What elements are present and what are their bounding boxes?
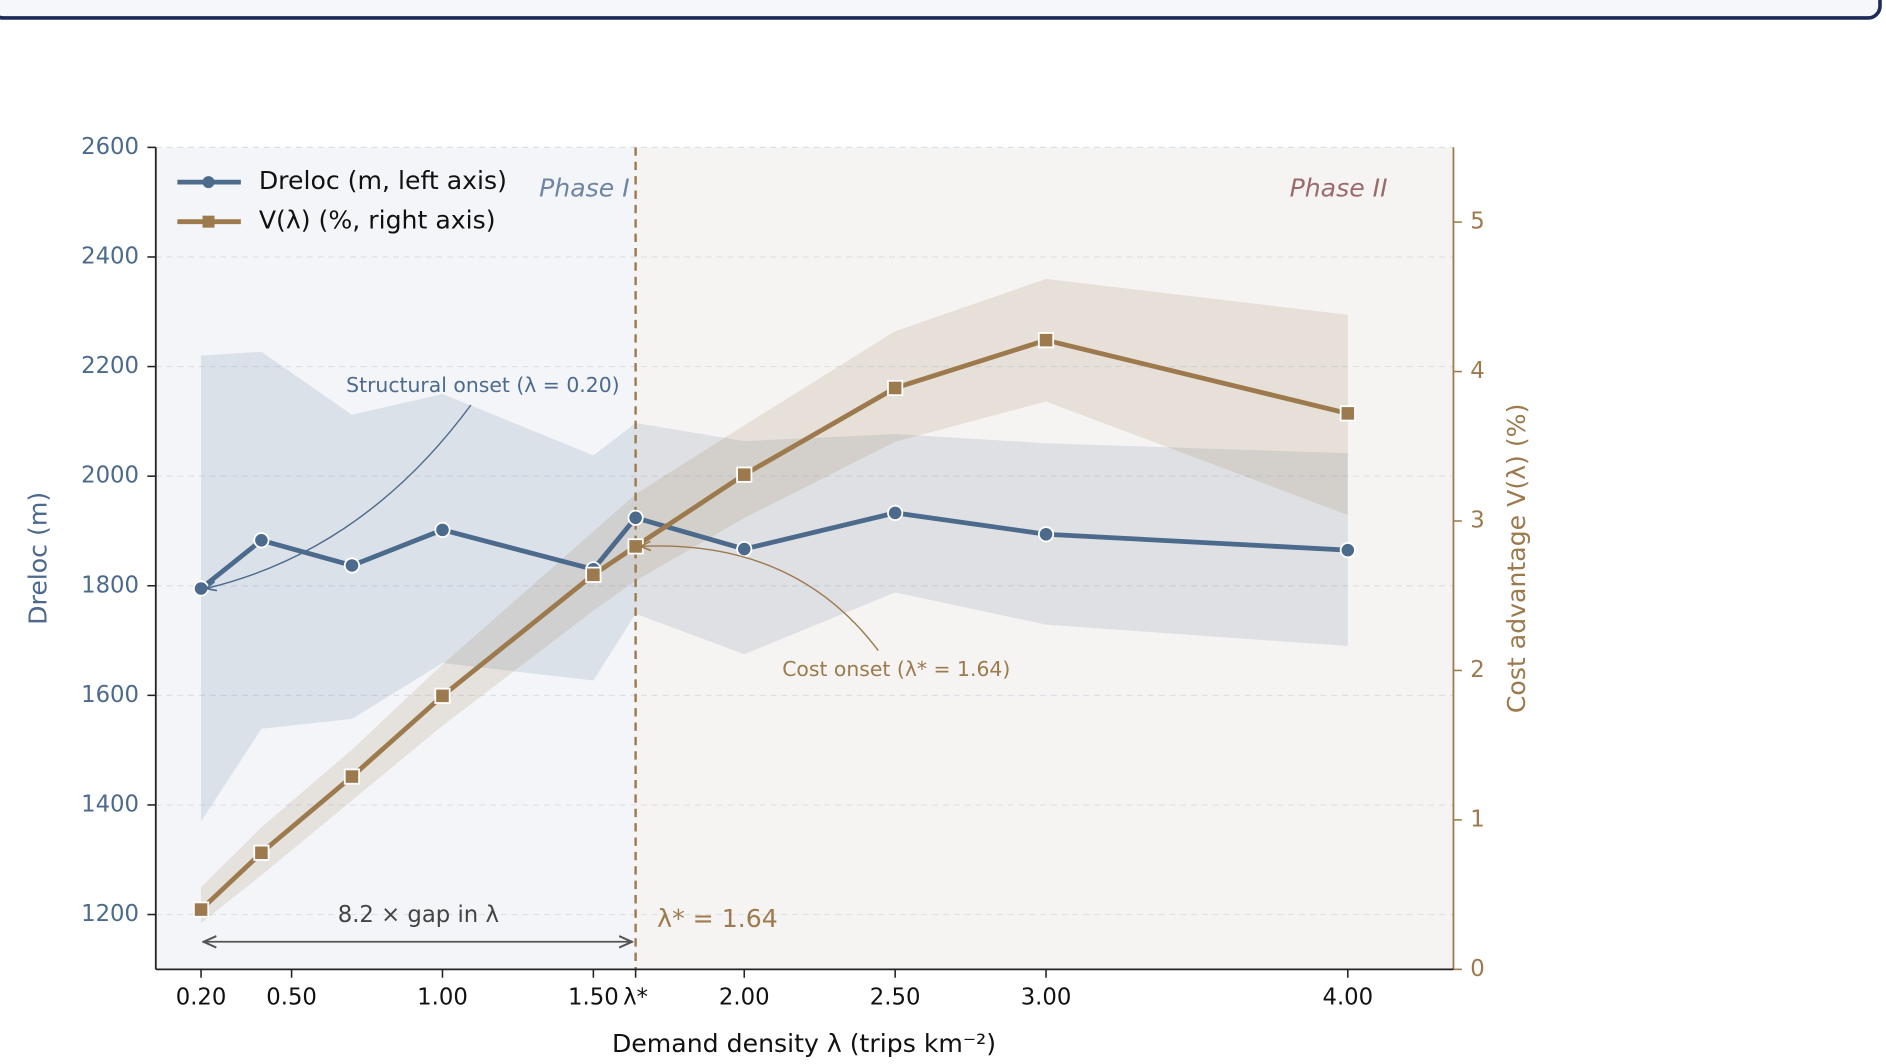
data-point — [627, 509, 644, 526]
y2-tick-label: 4 — [1470, 358, 1484, 384]
x-tick-label: λ* — [623, 985, 648, 1011]
series-line — [199, 510, 1348, 591]
x-tick-label: 3.00 — [1021, 985, 1072, 1011]
data-point — [434, 521, 451, 538]
phase-label: Phase II — [1290, 173, 1388, 202]
y2-axis-label: Cost advantage V(λ) (%) — [1502, 404, 1531, 714]
data-point — [1339, 542, 1356, 559]
data-point — [1037, 526, 1055, 543]
y2-tick-label: 5 — [1470, 209, 1484, 235]
annotation-arrow — [206, 404, 472, 589]
confidence-band — [201, 351, 1348, 822]
data-point — [585, 566, 602, 583]
y2-tick-label: 3 — [1470, 507, 1484, 533]
y-tick-label: 2200 — [81, 353, 139, 379]
y2-tick-label: 0 — [1470, 956, 1484, 982]
top-panel — [0, 0, 1882, 20]
data-point — [736, 466, 753, 483]
data-point — [434, 687, 451, 704]
data-point — [887, 379, 904, 397]
legend-marker — [202, 215, 215, 228]
data-point — [1339, 405, 1356, 422]
threshold-label: λ* = 1.64 — [657, 904, 778, 933]
x-tick-label: 0.20 — [176, 985, 227, 1011]
x-tick-label: 1.50 — [568, 985, 619, 1011]
y2-tick-label: 1 — [1470, 806, 1484, 832]
confidence-band — [201, 278, 1348, 924]
x-tick-label: 4.00 — [1322, 985, 1373, 1011]
data-point — [192, 901, 210, 918]
x-axis-label: Demand density λ (trips km⁻²) — [612, 1029, 996, 1058]
y2-tick-label: 2 — [1470, 657, 1484, 683]
data-point — [343, 768, 361, 785]
y-tick-label: 1400 — [81, 791, 139, 817]
phase-label: Phase I — [539, 173, 630, 202]
data-point — [1037, 332, 1055, 349]
x-tick-label: 0.50 — [266, 985, 317, 1011]
x-tick-label: 2.00 — [719, 985, 770, 1011]
data-point — [253, 532, 270, 549]
y-tick-label: 2600 — [81, 134, 139, 160]
y-axis-label: Dreloc (m) — [24, 492, 53, 625]
data-point — [253, 844, 270, 861]
x-tick-label: 2.50 — [870, 985, 921, 1011]
data-point — [887, 504, 904, 521]
annotation: Cost onset (λ* = 1.64) — [782, 657, 1010, 681]
data-point — [736, 540, 753, 558]
gap-label: 8.2 × gap in λ — [338, 902, 499, 928]
y-tick-label: 2400 — [81, 243, 139, 269]
y-tick-label: 1600 — [81, 682, 139, 708]
legend-marker — [202, 176, 215, 189]
y-tick-label: 2000 — [81, 463, 139, 489]
legend-label: Dreloc (m, left axis) — [259, 166, 507, 195]
y-tick-label: 1200 — [81, 901, 139, 927]
series-line — [199, 337, 1349, 912]
x-tick-label: 1.00 — [417, 985, 468, 1011]
y-tick-label: 1800 — [81, 572, 139, 598]
data-point — [343, 557, 361, 574]
phase-2-background — [635, 147, 1454, 970]
annotation-arrow — [640, 546, 879, 652]
legend-label: V(λ) (%, right axis) — [259, 206, 496, 235]
annotation: Structural onset (λ = 0.20) — [346, 373, 619, 397]
